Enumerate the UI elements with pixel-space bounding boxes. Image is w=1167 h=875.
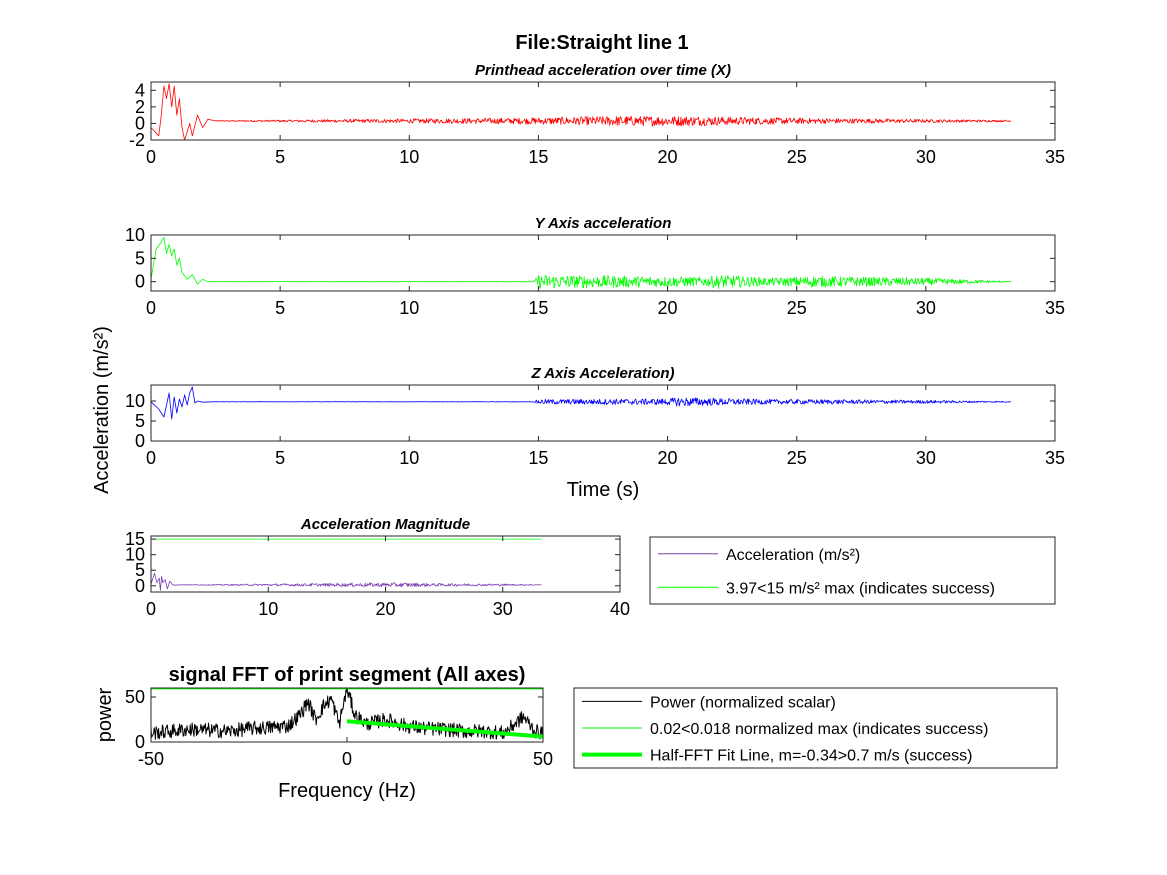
x-tick-label: 35 bbox=[1045, 298, 1065, 318]
x-axis-label: Time (s) bbox=[567, 479, 640, 501]
x-tick-label: 20 bbox=[658, 298, 678, 318]
legend-box bbox=[649, 536, 1056, 605]
legend-entry: Half-FFT Fit Line, m=-0.34>0.7 m/s (succ… bbox=[650, 748, 972, 765]
y-tick-label: 2 bbox=[135, 97, 145, 117]
y-tick-label: 0 bbox=[135, 113, 145, 133]
x-tick-label: 35 bbox=[1045, 147, 1065, 167]
x-tick-label: 5 bbox=[275, 448, 285, 468]
x-tick-label: 15 bbox=[528, 448, 548, 468]
subplot-title: signal FFT of print segment (All axes) bbox=[169, 664, 526, 686]
x-tick-label: 0 bbox=[342, 749, 352, 769]
y-tick-label: -2 bbox=[129, 130, 145, 150]
x-tick-label: 0 bbox=[146, 448, 156, 468]
axes-box bbox=[150, 384, 1056, 442]
x-tick-label: 0 bbox=[146, 599, 156, 619]
plot-area bbox=[151, 236, 1012, 290]
x-tick-label: 30 bbox=[916, 448, 936, 468]
x-tick-label: 20 bbox=[658, 147, 678, 167]
plot-area bbox=[151, 83, 1012, 140]
legend-entry: Power (normalized scalar) bbox=[650, 694, 836, 711]
y-tick-label: 50 bbox=[125, 687, 145, 707]
subplot-title: Printhead acceleration over time (X) bbox=[475, 62, 731, 79]
subplot-title: Y Axis acceleration bbox=[535, 215, 672, 232]
x-tick-label: 0 bbox=[146, 298, 156, 318]
series-line-1 bbox=[151, 386, 1012, 420]
series-line-1 bbox=[151, 236, 1012, 290]
x-tick-label: 25 bbox=[787, 147, 807, 167]
x-tick-label: -50 bbox=[138, 749, 164, 769]
x-tick-label: 15 bbox=[528, 298, 548, 318]
y-tick-label: 5 bbox=[135, 411, 145, 431]
x-tick-label: 15 bbox=[528, 147, 548, 167]
y-tick-label: 5 bbox=[135, 248, 145, 268]
plot-area bbox=[151, 386, 1012, 420]
figure-title: File:Straight line 1 bbox=[515, 32, 688, 54]
axes-box bbox=[150, 234, 1056, 292]
x-tick-label: 10 bbox=[399, 298, 419, 318]
x-tick-label: 5 bbox=[275, 147, 285, 167]
x-tick-label: 25 bbox=[787, 448, 807, 468]
x-tick-label: 10 bbox=[399, 147, 419, 167]
axes-box bbox=[150, 81, 1056, 141]
series-line-3 bbox=[346, 719, 543, 739]
x-axis-label: Frequency (Hz) bbox=[278, 780, 416, 802]
x-tick-label: 25 bbox=[787, 298, 807, 318]
x-tick-label: 50 bbox=[533, 749, 553, 769]
x-tick-label: 30 bbox=[916, 147, 936, 167]
y-tick-label: 0 bbox=[135, 272, 145, 292]
legend-box bbox=[573, 687, 1058, 769]
x-tick-label: 5 bbox=[275, 298, 285, 318]
legend: Power (normalized scalar) 0.02<0.018 norm… bbox=[573, 687, 1058, 769]
y-tick-label: 10 bbox=[125, 225, 145, 245]
series-line-1 bbox=[151, 83, 1012, 140]
subplot-title: Z Axis Acceleration) bbox=[530, 365, 674, 382]
plot-area bbox=[151, 538, 542, 591]
subplot-3: Z Axis Acceleration)0 5 10 15 20 25 30 350510Ti… bbox=[125, 365, 1065, 501]
x-tick-label: 35 bbox=[1045, 448, 1065, 468]
legend-entry: 3.97<15 m/s² max (indicates success) bbox=[726, 580, 995, 597]
y-axis-label: power bbox=[94, 687, 116, 742]
y-tick-label: 0 bbox=[135, 431, 145, 451]
y-tick-label: 15 bbox=[125, 529, 145, 549]
x-tick-label: 10 bbox=[399, 448, 419, 468]
y-tick-label: 10 bbox=[125, 391, 145, 411]
x-tick-label: 10 bbox=[258, 599, 278, 619]
x-tick-label: 20 bbox=[658, 448, 678, 468]
subplot-5: signal FFT of print segment (All axes) -5… bbox=[94, 664, 1058, 802]
subplot-1: Printhead acceleration over time (X) 0 5 10… bbox=[129, 62, 1065, 167]
shared-y-axis-label: Acceleration (m/s²) bbox=[91, 326, 113, 494]
y-tick-label: 10 bbox=[125, 545, 145, 565]
x-tick-label: 40 bbox=[610, 599, 630, 619]
x-tick-label: 0 bbox=[146, 147, 156, 167]
subplots: Printhead acceleration over time (X)0 5 10… bbox=[94, 62, 1065, 802]
legend-entry: 0.02<0.018 normalized max (indicates suc… bbox=[650, 721, 988, 738]
y-tick-label: 0 bbox=[135, 732, 145, 752]
x-tick-label: 30 bbox=[493, 599, 513, 619]
series-line-1 bbox=[151, 572, 542, 591]
y-tick-label: 5 bbox=[135, 560, 145, 580]
y-tick-label: 0 bbox=[135, 576, 145, 596]
x-tick-label: 20 bbox=[375, 599, 395, 619]
series-line-1 bbox=[151, 688, 543, 740]
legend: Acceleration (m/s²) 3.97<15 m/s² max (ind… bbox=[649, 536, 1056, 605]
x-tick-label: 30 bbox=[916, 298, 936, 318]
y-tick-label: 4 bbox=[135, 80, 145, 100]
subplot-2: Y Axis acceleration 0 5 10 15 20 25 30 35 0 5 10 bbox=[125, 215, 1065, 318]
legend-entry: Acceleration (m/s²) bbox=[726, 547, 860, 564]
subplot-title: Acceleration Magnitude bbox=[300, 516, 470, 533]
